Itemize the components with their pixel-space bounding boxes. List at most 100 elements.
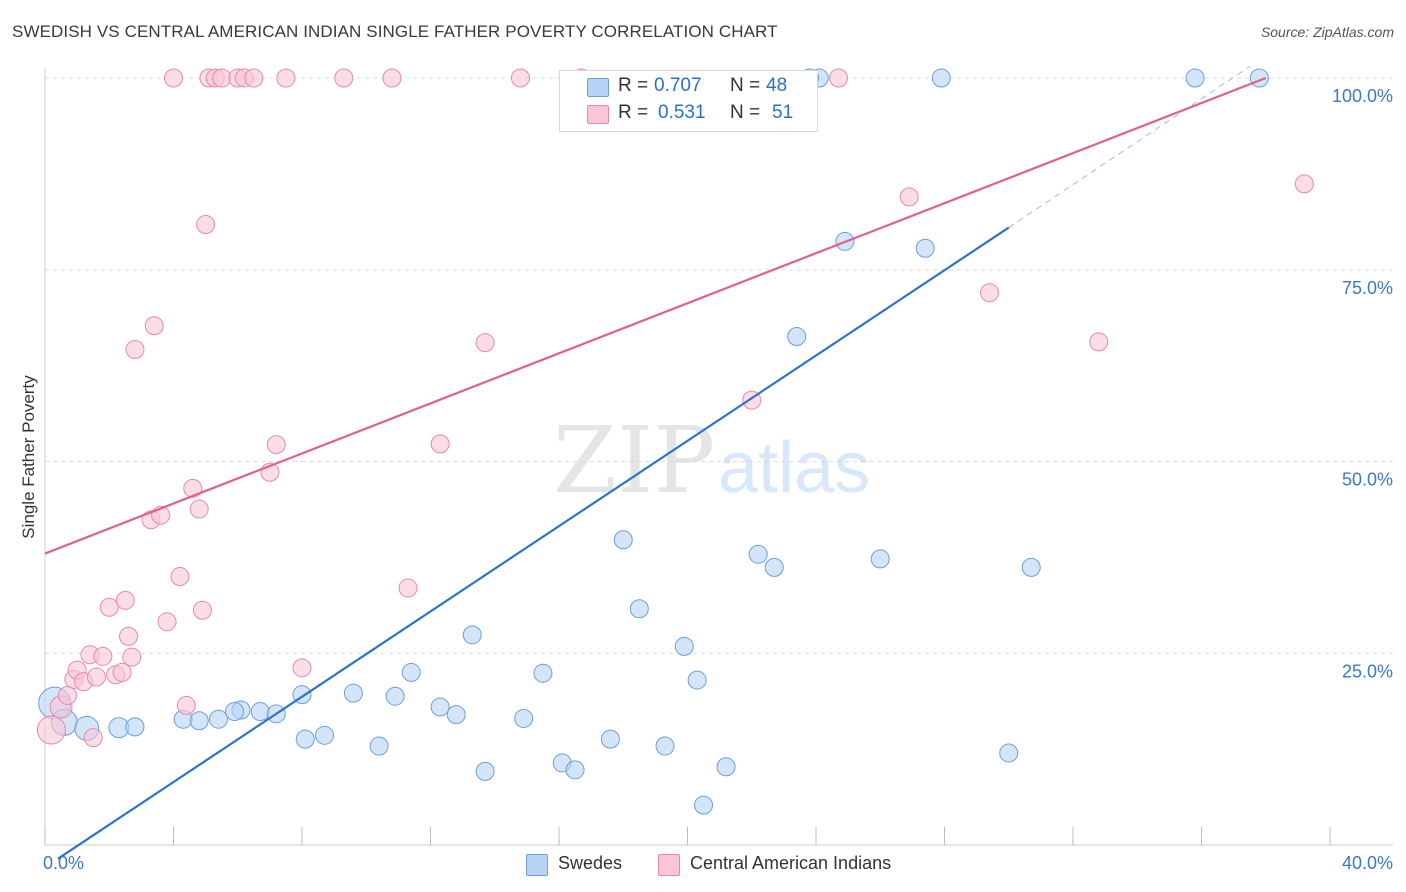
point-central-american-indians bbox=[510, 68, 530, 88]
point-swedes bbox=[446, 705, 466, 725]
watermark-zip: ZIP bbox=[553, 407, 715, 514]
watermark-atlas: atlas bbox=[718, 428, 870, 508]
correlation-legend: R = 0.707 N = 48 R = 0.531 N = 51 bbox=[559, 70, 818, 132]
point-central-american-indians bbox=[196, 214, 216, 234]
legend-row-swedes: R = 0.707 N = 48 bbox=[560, 74, 817, 100]
point-swedes bbox=[401, 662, 421, 682]
point-central-american-indians bbox=[899, 187, 919, 207]
point-central-american-indians bbox=[1294, 174, 1314, 194]
legend-r-label: R = bbox=[618, 75, 649, 96]
point-central-american-indians bbox=[212, 68, 232, 88]
point-swedes bbox=[385, 686, 405, 706]
legend-n-label: N = bbox=[730, 102, 761, 123]
bottom-legend-label: Central American Indians bbox=[690, 853, 892, 873]
point-central-american-indians bbox=[164, 68, 183, 88]
legend-row-central-american-indians: R = 0.531 N = 51 bbox=[560, 101, 817, 127]
grid-lines bbox=[45, 77, 1393, 654]
point-central-american-indians bbox=[144, 316, 164, 336]
watermark: ZIP atlas bbox=[553, 407, 870, 514]
point-central-american-indians bbox=[1089, 332, 1109, 352]
x-tick-label-max: 40.0% bbox=[1342, 853, 1393, 873]
point-swedes bbox=[999, 743, 1019, 763]
point-swedes bbox=[629, 599, 649, 619]
point-swedes bbox=[1185, 68, 1205, 88]
point-swedes bbox=[189, 711, 209, 731]
legend-swatch-central-american-indians bbox=[587, 105, 609, 124]
bottom-legend-swatch-swedes bbox=[526, 854, 548, 876]
y-axis-label: Single Father Poverty bbox=[19, 375, 38, 539]
point-central-american-indians bbox=[115, 590, 135, 610]
point-central-american-indians bbox=[36, 715, 66, 745]
point-swedes bbox=[870, 549, 890, 569]
point-swedes bbox=[314, 725, 334, 745]
y-tick-label: 25.0% bbox=[1342, 661, 1393, 681]
point-swedes bbox=[533, 663, 553, 683]
legend-r-value: 0.531 bbox=[658, 102, 706, 123]
legend-r-value: 0.707 bbox=[654, 75, 702, 96]
point-central-american-indians bbox=[430, 434, 450, 454]
chart-title: SWEDISH VS CENTRAL AMERICAN INDIAN SINGL… bbox=[12, 22, 778, 41]
point-central-american-indians bbox=[57, 685, 77, 705]
point-central-american-indians bbox=[93, 646, 113, 666]
point-swedes bbox=[748, 544, 768, 564]
point-swedes bbox=[369, 736, 389, 756]
point-swedes bbox=[716, 757, 736, 777]
y-tick-label: 75.0% bbox=[1342, 278, 1393, 298]
point-central-american-indians bbox=[334, 68, 354, 88]
point-swedes bbox=[565, 760, 585, 780]
point-central-american-indians bbox=[83, 728, 103, 748]
point-swedes bbox=[764, 557, 784, 577]
point-central-american-indians bbox=[122, 647, 142, 667]
point-central-american-indians bbox=[292, 658, 312, 678]
point-swedes bbox=[462, 625, 482, 645]
bottom-legend-swedes: Swedes bbox=[526, 851, 636, 877]
point-swedes bbox=[613, 530, 633, 550]
point-central-american-indians bbox=[475, 333, 495, 353]
point-central-american-indians bbox=[125, 340, 145, 360]
point-swedes bbox=[600, 729, 620, 749]
point-central-american-indians bbox=[170, 567, 190, 587]
point-central-american-indians bbox=[192, 600, 212, 620]
point-central-american-indians bbox=[979, 283, 999, 303]
point-swedes bbox=[343, 683, 363, 703]
point-swedes bbox=[931, 68, 951, 88]
point-swedes bbox=[125, 717, 145, 737]
point-central-american-indians bbox=[266, 435, 286, 455]
point-swedes bbox=[674, 636, 694, 656]
point-central-american-indians bbox=[86, 667, 106, 687]
tick-labels: 25.0% 50.0% 75.0% 100.0% 0.0% 40.0% Single Fat… bbox=[19, 86, 1393, 873]
point-central-american-indians bbox=[176, 695, 196, 715]
y-tick-label: 50.0% bbox=[1342, 470, 1393, 490]
point-central-american-indians bbox=[828, 68, 848, 88]
point-swedes bbox=[1021, 557, 1041, 577]
legend-n-value: 48 bbox=[766, 75, 788, 96]
x-tick-label-min: 0.0% bbox=[43, 853, 84, 873]
point-swedes bbox=[787, 326, 807, 346]
point-central-american-indians bbox=[119, 626, 139, 646]
point-central-american-indians bbox=[398, 578, 418, 598]
point-central-american-indians bbox=[189, 499, 209, 519]
point-swedes bbox=[250, 702, 270, 722]
trend-line-swedes bbox=[57, 226, 1010, 860]
legend-r-label: R = bbox=[618, 102, 649, 123]
point-swedes bbox=[514, 708, 534, 728]
point-swedes bbox=[208, 709, 228, 729]
trend-lines bbox=[44, 66, 1267, 860]
point-central-american-indians bbox=[112, 662, 132, 682]
point-central-american-indians bbox=[382, 68, 402, 88]
source-label: Source: ZipAtlas.com bbox=[1260, 24, 1394, 40]
legend-n-label: N = bbox=[730, 75, 761, 96]
point-central-american-indians bbox=[276, 68, 296, 88]
point-swedes bbox=[225, 702, 245, 722]
point-central-american-indians bbox=[157, 612, 177, 632]
series-points bbox=[36, 68, 1314, 815]
point-central-american-indians bbox=[99, 597, 119, 617]
point-central-american-indians bbox=[244, 68, 264, 88]
point-swedes bbox=[915, 238, 935, 258]
bottom-legend-central-american-indians: Central American Indians bbox=[658, 851, 928, 877]
point-swedes bbox=[475, 761, 495, 781]
point-swedes bbox=[430, 697, 450, 717]
point-swedes bbox=[694, 795, 714, 815]
point-swedes bbox=[687, 670, 707, 690]
